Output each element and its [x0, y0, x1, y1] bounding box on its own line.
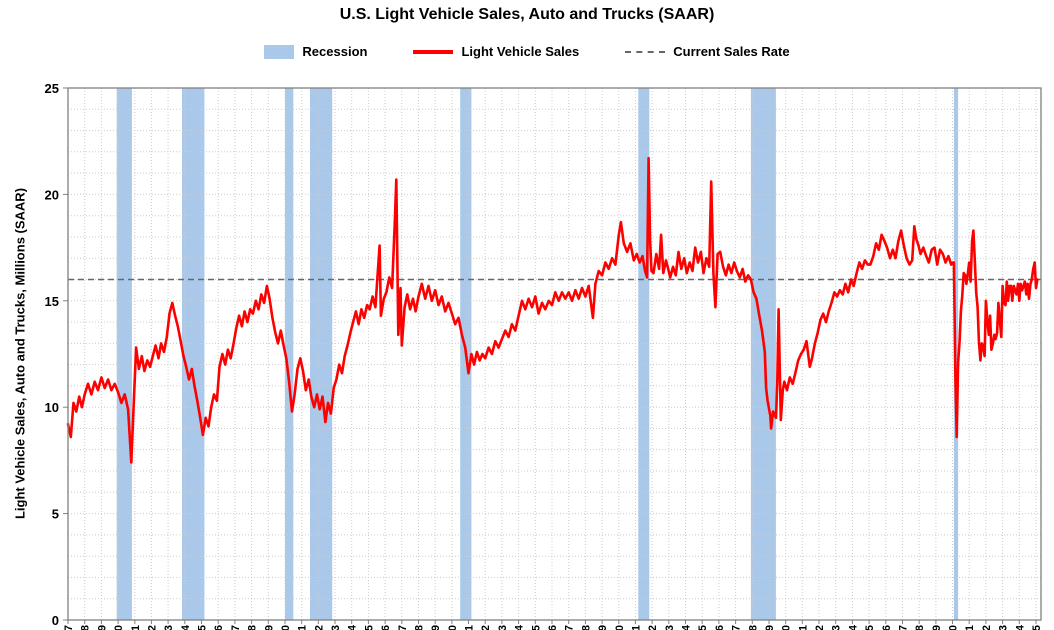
x-tick-label: 95 [530, 625, 542, 630]
x-tick-label: 13 [831, 625, 843, 630]
x-tick-label: 16 [881, 625, 893, 630]
x-tick-label: 03 [664, 625, 676, 630]
sales-line-swatch [413, 49, 454, 54]
x-tick-label: 80 [280, 625, 292, 630]
legend-item-rate: Current Sales Rate [625, 44, 790, 59]
x-tick-label: 87 [397, 625, 409, 630]
x-tick-label: 08 [747, 625, 759, 630]
x-tick-label: 05 [697, 625, 709, 630]
x-tick-label: 11 [797, 625, 809, 630]
x-tick-label: 02 [647, 625, 659, 630]
x-tick-label: 70 [113, 625, 125, 630]
y-tick-label: 5 [52, 507, 59, 522]
recession-band [750, 88, 776, 620]
light-vehicle-sales-line [66, 156, 1039, 464]
x-tick-label: 09 [764, 625, 776, 630]
x-tick-label: 90 [447, 625, 459, 630]
y-tick-label: 10 [45, 400, 59, 415]
x-tick-label: 25 [1031, 625, 1043, 630]
x-tick-label: 19 [931, 625, 943, 630]
recession-swatch [264, 44, 295, 59]
x-tick-label: 91 [464, 625, 476, 630]
x-tick-label: 17 [898, 625, 910, 630]
x-tick-label: 24 [1014, 624, 1026, 630]
gridlines [67, 88, 1041, 620]
recession-band [182, 88, 205, 620]
x-tick-label: 18 [914, 625, 926, 630]
x-tick-label: 78 [247, 625, 259, 630]
x-tick-label: 22 [981, 625, 993, 630]
x-tick-label: 96 [547, 625, 559, 630]
legend-label-recession: Recession [302, 44, 368, 59]
x-tick-label: 67 [63, 625, 75, 630]
recession-band [638, 88, 650, 620]
x-tick-label: 85 [363, 625, 375, 630]
x-tick-label: 79 [263, 625, 275, 630]
y-tick-label: 0 [52, 613, 59, 628]
recession-band [285, 88, 294, 620]
x-tick-label: 99 [597, 625, 609, 630]
legend-label-sales: Light Vehicle Sales [461, 44, 580, 59]
x-tick-label: 72 [146, 625, 158, 630]
y-axis: 0 5 10 15 20 25 [45, 81, 68, 628]
x-tick-label: 94 [514, 624, 526, 630]
x-tick-label: 84 [347, 624, 359, 630]
x-tick-label: 73 [163, 625, 175, 630]
x-tick-label: 20 [948, 625, 960, 630]
x-tick-label: 69 [96, 625, 108, 630]
x-tick-label: 97 [564, 625, 576, 630]
x-tick-label: 82 [313, 625, 325, 630]
x-tick-label: 68 [80, 625, 92, 630]
x-tick-label: 00 [614, 625, 626, 630]
x-tick-label: 75 [197, 625, 209, 630]
x-tick-label: 89 [430, 625, 442, 630]
recession-bands [116, 88, 959, 620]
x-tick-label: 07 [731, 625, 743, 630]
legend: Recession Light Vehicle Sales Current Sa… [0, 44, 1054, 59]
x-tick-label: 81 [297, 625, 309, 630]
x-tick-label: 92 [480, 625, 492, 630]
x-tick-label: 12 [814, 625, 826, 630]
x-tick-label: 04 [681, 624, 693, 630]
y-tick-label: 20 [45, 187, 59, 202]
x-axis: 67 68 69 70 71 72 73 74 75 76 77 78 79 80 81 82 83 84 85 86… [63, 620, 1043, 630]
x-tick-label: 76 [213, 625, 225, 630]
recession-band [116, 88, 132, 620]
legend-item-recession: Recession [264, 44, 367, 59]
x-tick-label: 88 [414, 625, 426, 630]
x-tick-label: 15 [864, 625, 876, 630]
x-tick-label: 23 [998, 625, 1010, 630]
chart-title: U.S. Light Vehicle Sales, Auto and Truck… [339, 6, 715, 23]
x-tick-label: 83 [330, 625, 342, 630]
recession-band [310, 88, 333, 620]
y-tick-label: 15 [45, 294, 59, 309]
sales-series [66, 156, 1039, 464]
x-tick-label: 01 [630, 625, 642, 630]
x-tick-label: 14 [847, 624, 859, 630]
x-tick-label: 86 [380, 625, 392, 630]
x-tick-label: 77 [230, 625, 242, 630]
x-tick-label: 93 [497, 625, 509, 630]
y-tick-label: 25 [45, 81, 59, 96]
x-tick-label: 98 [580, 625, 592, 630]
x-tick-label: 21 [964, 625, 976, 630]
x-tick-label: 06 [714, 625, 726, 630]
x-tick-label: 10 [781, 625, 793, 630]
plot-frame [67, 87, 1042, 621]
x-tick-label: 74 [180, 624, 192, 630]
rate-line-swatch [625, 50, 666, 53]
x-tick-label: 71 [130, 625, 142, 630]
legend-label-rate: Current Sales Rate [673, 44, 790, 59]
legend-item-sales: Light Vehicle Sales [413, 44, 579, 59]
